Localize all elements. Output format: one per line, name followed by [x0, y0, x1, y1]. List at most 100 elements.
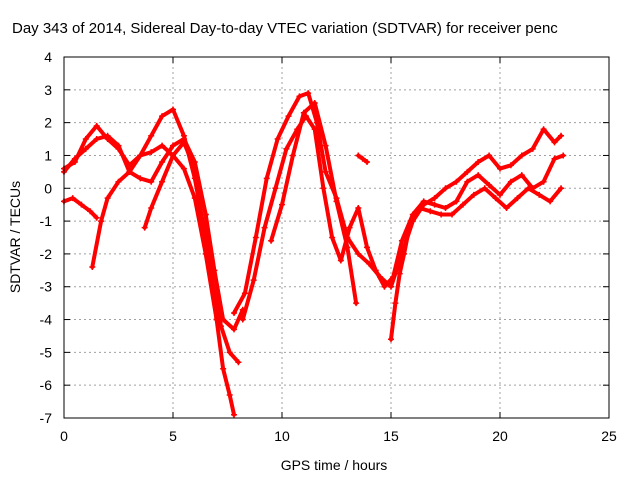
data-point	[300, 109, 307, 116]
data-point	[551, 155, 558, 162]
y-tick-label: 2	[44, 115, 52, 131]
data-point	[82, 136, 89, 143]
series-trace-9	[355, 152, 371, 166]
data-point	[279, 201, 285, 208]
x-tick-label: 5	[169, 428, 177, 444]
data-point	[226, 392, 233, 399]
series-trace-5	[141, 139, 242, 366]
series-line	[62, 133, 245, 332]
data-point	[392, 300, 399, 307]
data-point	[209, 277, 216, 284]
data-point	[148, 132, 155, 139]
data-point	[442, 204, 449, 211]
x-tick-label: 15	[383, 428, 399, 444]
data-point	[329, 234, 336, 241]
data-point	[388, 283, 394, 290]
data-point	[464, 168, 471, 175]
data-point	[507, 178, 514, 185]
data-point	[322, 168, 329, 175]
y-tick-label: -7	[40, 410, 53, 426]
data-point	[98, 218, 105, 225]
data-point	[492, 195, 499, 202]
series-line	[389, 186, 563, 342]
data-point	[398, 237, 405, 244]
data-point	[427, 208, 434, 215]
data-point	[148, 149, 155, 156]
data-point	[364, 244, 371, 251]
data-point	[359, 155, 366, 162]
data-point	[540, 126, 547, 133]
data-point	[503, 204, 510, 211]
data-point	[87, 208, 94, 215]
y-tick-label: 1	[44, 147, 52, 163]
series-trace-10	[388, 185, 565, 343]
y-tick-label: -3	[40, 279, 53, 295]
y-tick-label: -1	[40, 213, 53, 229]
data-point	[226, 349, 233, 356]
data-point	[170, 142, 176, 149]
data-point	[180, 165, 187, 172]
data-point	[453, 178, 460, 185]
data-point	[372, 267, 379, 274]
data-point	[71, 155, 78, 162]
data-point	[416, 204, 423, 211]
data-point	[355, 250, 362, 257]
data-point	[93, 122, 100, 129]
data-point	[305, 90, 312, 97]
data-point	[159, 178, 166, 185]
data-point	[507, 162, 514, 169]
data-point	[115, 142, 122, 149]
data-point	[274, 136, 281, 143]
data-point	[388, 336, 394, 343]
data-point	[558, 185, 565, 192]
data-point	[322, 142, 329, 149]
data-point	[525, 185, 532, 192]
data-point	[551, 139, 558, 146]
data-point	[93, 214, 100, 221]
data-point	[390, 273, 397, 280]
data-point	[159, 159, 166, 166]
data-point	[220, 365, 227, 372]
plot-frame	[63, 56, 610, 419]
data-point	[272, 185, 279, 192]
series-trace-7	[239, 113, 567, 323]
data-point	[344, 244, 351, 251]
data-point	[235, 359, 242, 366]
data-point	[431, 201, 438, 208]
y-tick-label: -6	[40, 377, 53, 393]
data-point	[453, 198, 460, 205]
data-point	[180, 139, 187, 146]
data-point	[261, 224, 268, 231]
data-point	[518, 172, 525, 179]
x-tick-label: 25	[601, 428, 617, 444]
data-point	[231, 309, 238, 316]
data-point	[159, 142, 166, 149]
data-point	[514, 195, 521, 202]
data-point	[104, 132, 111, 139]
data-point	[289, 152, 296, 159]
data-point	[141, 224, 148, 231]
data-point	[353, 300, 360, 307]
y-tick-label: -5	[40, 344, 53, 360]
data-point	[252, 234, 259, 241]
data-point	[148, 178, 155, 185]
x-tick-label: 10	[274, 428, 290, 444]
data-point	[159, 113, 166, 120]
data-point	[268, 237, 275, 244]
data-point	[239, 316, 246, 323]
data-point	[497, 191, 503, 198]
data-point	[82, 145, 89, 152]
data-point	[560, 152, 567, 159]
data-point	[93, 136, 100, 143]
data-point	[170, 152, 176, 159]
y-tick-label: -4	[40, 312, 53, 328]
data-point	[536, 191, 543, 198]
data-point	[396, 270, 403, 277]
data-point	[355, 152, 362, 159]
data-point	[464, 178, 471, 185]
data-point	[381, 283, 388, 290]
data-point	[191, 165, 198, 172]
data-point	[137, 152, 144, 159]
